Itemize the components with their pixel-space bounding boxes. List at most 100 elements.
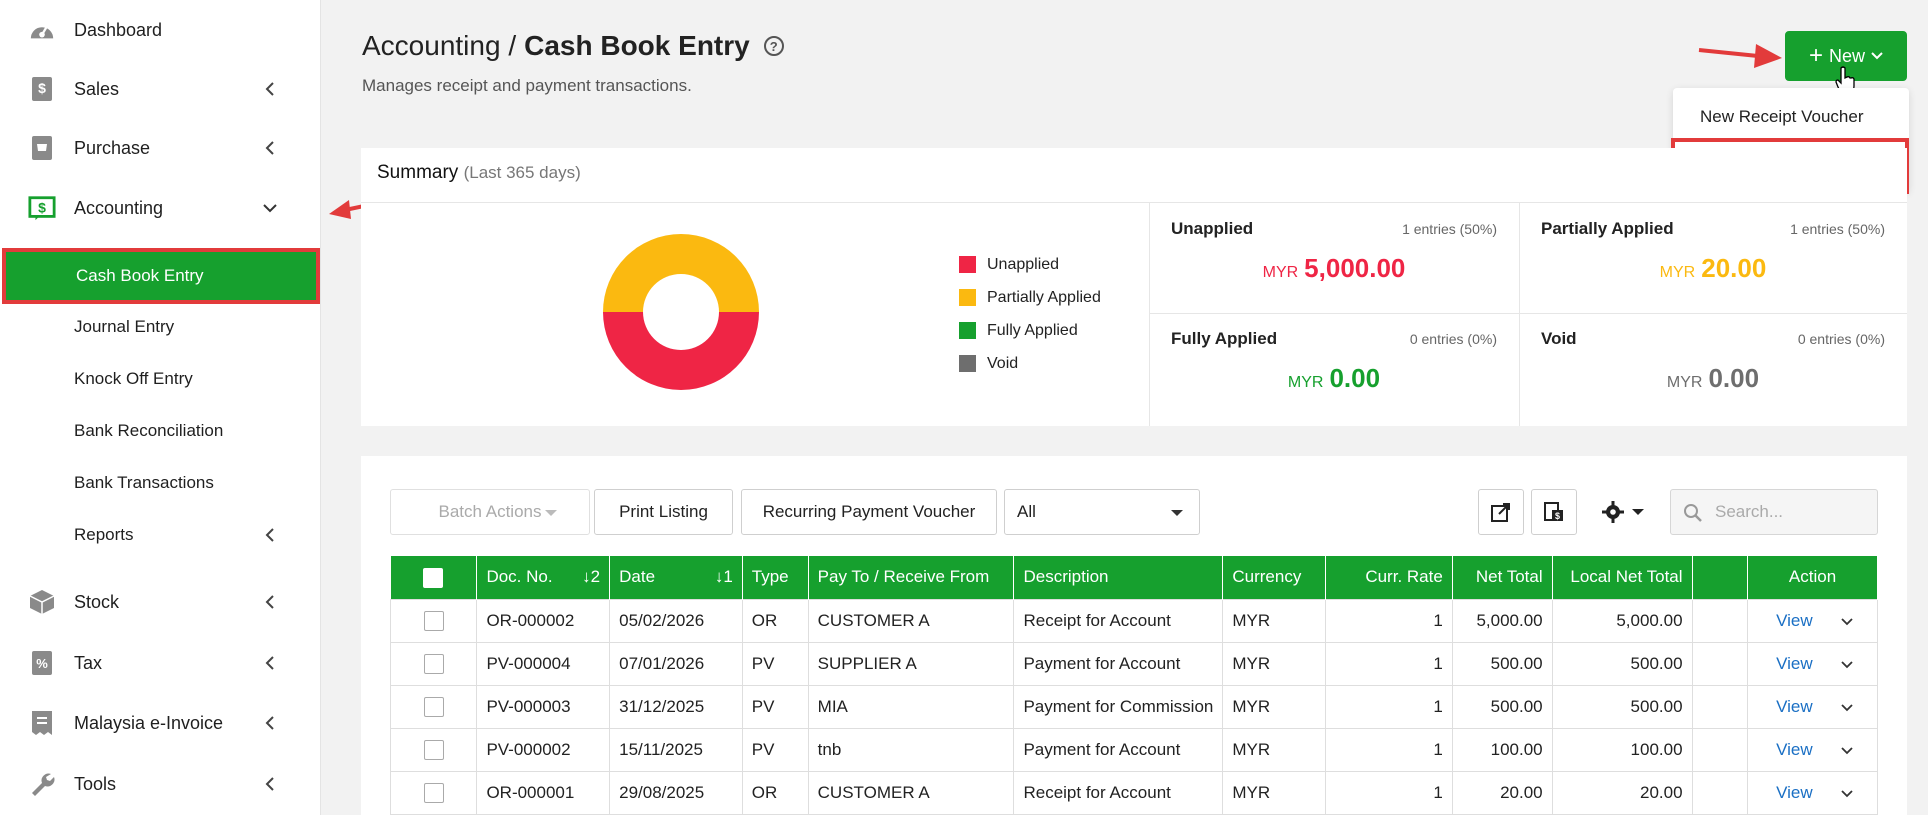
divider xyxy=(1149,203,1150,426)
chevron-left-icon xyxy=(262,715,278,731)
cell-date: 15/11/2025 xyxy=(609,727,743,772)
chevron-down-icon[interactable] xyxy=(1841,740,1853,760)
sidebar-subitem-reports[interactable]: Reports xyxy=(0,513,321,557)
filter-select[interactable]: All xyxy=(1004,489,1200,535)
stat-unapplied: Unapplied 1 entries (50%) MYR 5,000.00 xyxy=(1149,203,1519,313)
chevron-left-icon xyxy=(262,776,278,792)
cell-type: PV xyxy=(741,684,809,729)
stat-value: 0.00 xyxy=(1708,363,1760,393)
cell-curr-rate: 1 xyxy=(1325,598,1453,643)
sidebar-item-label: Journal Entry xyxy=(74,317,175,336)
summary-card: Summary (Last 365 days) Unapplied Partia… xyxy=(361,148,1907,426)
row-checkbox[interactable] xyxy=(423,653,444,674)
sidebar-item-malaysia-e-invoice[interactable]: Malaysia e-Invoice xyxy=(0,700,321,746)
stat-void: Void 0 entries (0%) MYR 0.00 xyxy=(1519,313,1907,423)
row-checkbox[interactable] xyxy=(423,610,444,631)
export-button[interactable] xyxy=(1478,489,1524,535)
sidebar-subitem-journal-entry[interactable]: Journal Entry xyxy=(0,305,321,349)
legend-item-void: Void xyxy=(959,347,1101,380)
view-link[interactable]: View xyxy=(1776,739,1813,759)
cell-net-total: 500.00 xyxy=(1451,641,1553,686)
column-date[interactable]: Date ↓1 xyxy=(609,556,743,599)
cell-local-net-total: 100.00 xyxy=(1551,727,1693,772)
sidebar-item-label: Dashboard xyxy=(74,19,163,40)
sidebar-subitem-cash-book-entry[interactable]: Cash Book Entry xyxy=(2,248,320,304)
tax-icon: % xyxy=(28,649,56,677)
sidebar-subitem-bank-transactions[interactable]: Bank Transactions xyxy=(0,461,321,505)
view-link[interactable]: View xyxy=(1776,696,1813,716)
cell-blank xyxy=(1691,727,1749,772)
cell-currency: MYR xyxy=(1222,598,1327,643)
chevron-down-icon[interactable] xyxy=(1841,783,1853,803)
column-type[interactable]: Type xyxy=(742,556,809,599)
row-checkbox[interactable] xyxy=(423,739,444,760)
column-local-net-total[interactable]: Local Net Total xyxy=(1552,556,1693,599)
sidebar-item-label: Tax xyxy=(74,652,103,673)
sidebar-item-label: Malaysia e-Invoice xyxy=(74,712,224,733)
annotation-arrow-right xyxy=(1698,44,1782,68)
legend-label: Fully Applied xyxy=(987,321,1078,339)
row-checkbox[interactable] xyxy=(423,782,444,803)
cell-type: OR xyxy=(741,770,809,815)
legend-label: Partially Applied xyxy=(987,288,1101,306)
cell-blank xyxy=(1691,684,1749,729)
sidebar-item-label: Sales xyxy=(74,78,120,99)
table-row[interactable]: PV-000003 31/12/2025 PV MIA Payment for Comm… xyxy=(389,684,1878,729)
table-row[interactable]: OR-000001 29/08/2025 OR CUSTOMER A Receipt f… xyxy=(389,770,1878,815)
sidebar-item-purchase[interactable]: Purchase xyxy=(0,125,321,171)
legend-label: Void xyxy=(987,354,1019,372)
stat-amount: MYR 5,000.00 xyxy=(1149,253,1519,284)
sidebar-subitem-bank-reconciliation[interactable]: Bank Reconciliation xyxy=(0,409,321,453)
menu-item-new-receipt-voucher[interactable]: New Receipt Voucher xyxy=(1700,107,1864,126)
sidebar-subitem-knock-off-entry[interactable]: Knock Off Entry xyxy=(0,357,321,401)
stat-title: Void xyxy=(1541,329,1577,348)
chevron-down-icon[interactable] xyxy=(1841,697,1853,717)
print-listing-button[interactable]: Print Listing xyxy=(594,489,733,535)
cell-description: Payment for Account xyxy=(1013,727,1224,772)
breadcrumb[interactable]: Accounting / xyxy=(362,30,517,61)
cell-curr-rate: 1 xyxy=(1325,727,1453,772)
sidebar-item-label: Accounting xyxy=(74,197,164,218)
sidebar-item-dashboard[interactable]: Dashboard xyxy=(0,7,321,53)
chevron-down-icon[interactable] xyxy=(1841,611,1853,631)
chevron-down-icon[interactable] xyxy=(1841,654,1853,674)
table-row[interactable]: PV-000002 15/11/2025 PV tnb Payment for Acco… xyxy=(389,727,1878,772)
chevron-down-icon xyxy=(1871,49,1883,63)
column-doc-no[interactable]: Doc. No. ↓2 xyxy=(476,556,611,599)
column-currency[interactable]: Currency xyxy=(1222,556,1327,599)
column-pay-to[interactable]: Pay To / Receive From xyxy=(808,556,1015,599)
spreadsheet-button[interactable]: $ xyxy=(1531,489,1577,535)
search-input[interactable]: Search... xyxy=(1670,489,1878,535)
column-net-total[interactable]: Net Total xyxy=(1452,556,1553,599)
select-all-checkbox[interactable] xyxy=(423,567,444,588)
row-checkbox[interactable] xyxy=(423,696,444,717)
settings-button[interactable] xyxy=(1593,489,1653,535)
sidebar-item-tools[interactable]: Tools xyxy=(0,761,321,807)
cell-doc-no: OR-000002 xyxy=(476,598,611,643)
new-button[interactable]: + New xyxy=(1785,31,1907,81)
cell-date: 31/12/2025 xyxy=(609,684,743,729)
spreadsheet-icon: $ xyxy=(1544,502,1563,521)
help-icon[interactable]: ? xyxy=(763,36,784,56)
sidebar-item-tax[interactable]: % Tax xyxy=(0,640,321,686)
view-link[interactable]: View xyxy=(1776,610,1813,630)
table-row[interactable]: OR-000002 05/02/2026 OR CUSTOMER A Receipt f… xyxy=(389,598,1878,643)
recurring-payment-voucher-button[interactable]: Recurring Payment Voucher xyxy=(741,489,997,535)
sidebar-item-accounting[interactable]: $ Accounting xyxy=(0,185,321,231)
sidebar-item-sales[interactable]: $ Sales xyxy=(0,66,321,112)
view-link[interactable]: View xyxy=(1776,782,1813,802)
batch-actions-button[interactable]: Batch Actions xyxy=(390,489,590,535)
stat-count: 1 entries (50%) xyxy=(1402,221,1497,237)
table-row[interactable]: PV-000004 07/01/2026 PV SUPPLIER A Payment f… xyxy=(389,641,1878,686)
stat-amount: MYR 20.00 xyxy=(1519,253,1907,284)
column-curr-rate[interactable]: Curr. Rate xyxy=(1325,556,1453,599)
cell-currency: MYR xyxy=(1222,770,1327,815)
sidebar-item-label: Reports xyxy=(74,525,134,544)
view-link[interactable]: View xyxy=(1776,653,1813,673)
divider xyxy=(1150,313,1907,314)
column-description[interactable]: Description xyxy=(1013,556,1224,599)
sidebar-item-stock[interactable]: Stock xyxy=(0,579,321,625)
purchase-icon xyxy=(28,134,56,162)
cell-pay-to: tnb xyxy=(807,727,1015,772)
caret-down-icon xyxy=(545,510,557,516)
